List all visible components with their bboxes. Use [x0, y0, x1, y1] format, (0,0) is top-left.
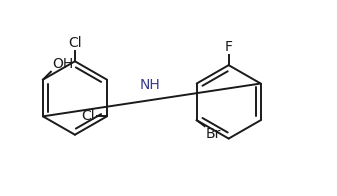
Text: Br: Br	[206, 127, 221, 141]
Text: NH: NH	[140, 78, 160, 92]
Text: Cl: Cl	[81, 109, 95, 123]
Text: Cl: Cl	[68, 36, 82, 50]
Text: OH: OH	[52, 57, 73, 71]
Text: F: F	[225, 40, 233, 54]
